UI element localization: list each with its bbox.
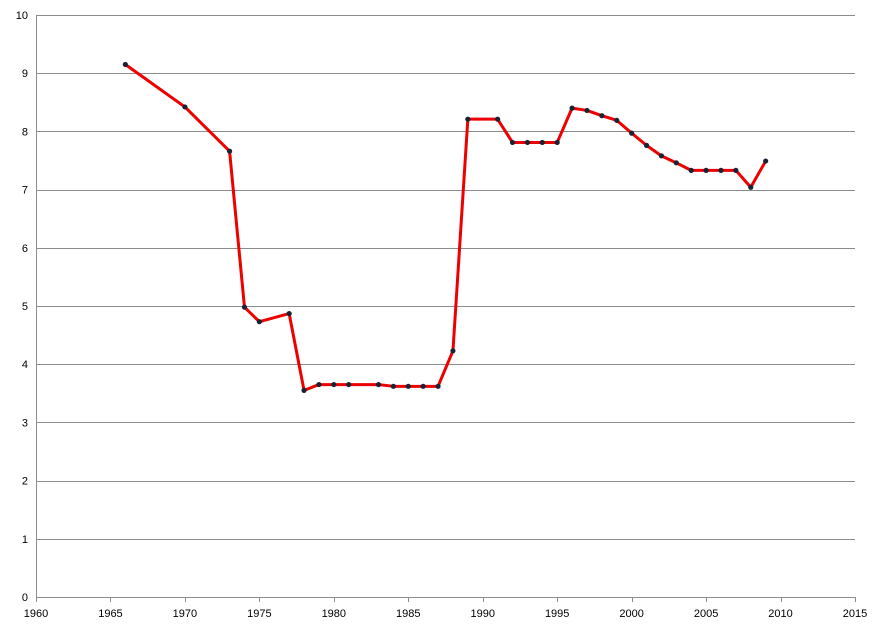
data-point	[688, 167, 694, 173]
x-tick-label: 2000	[619, 608, 643, 620]
x-tick-label: 1990	[470, 608, 494, 620]
x-tick-label: 1960	[24, 608, 48, 620]
axes	[36, 15, 856, 602]
data-point	[435, 383, 441, 389]
data-point	[405, 383, 411, 389]
data-point	[509, 139, 516, 146]
x-tick-label: 1980	[322, 608, 346, 620]
data-point	[703, 167, 709, 173]
data-point	[375, 381, 382, 388]
data-point	[465, 116, 471, 122]
y-tick-label: 7	[22, 185, 28, 197]
data-point	[599, 113, 605, 119]
x-tick-label: 1965	[98, 608, 122, 620]
data-point	[122, 61, 128, 68]
x-tick-label: 2005	[694, 608, 718, 620]
x-tick-label: 1975	[247, 608, 271, 620]
x-tick-label: 1985	[396, 608, 420, 620]
data-point	[658, 153, 665, 159]
data-point	[420, 383, 426, 389]
y-tick-label: 2	[22, 476, 28, 488]
y-tick-label: 9	[22, 68, 28, 80]
x-axis-tick-labels: 1960 1965 1970 1975 1980 1985 1990 1995 2000 2005…	[24, 608, 867, 620]
data-point	[241, 304, 248, 310]
y-tick-label: 3	[22, 417, 28, 429]
x-tick-label: 1995	[545, 608, 569, 620]
gridlines	[36, 15, 855, 540]
data-point	[554, 139, 560, 146]
data-point	[495, 116, 501, 122]
data-point	[301, 387, 307, 393]
data-point	[524, 139, 531, 146]
y-tick-label: 4	[22, 359, 28, 371]
data-point	[763, 158, 769, 164]
x-tick-label: 2015	[843, 608, 867, 620]
data-point	[346, 381, 352, 388]
y-tick-label: 8	[22, 126, 28, 138]
y-axis-tick-labels: 0 1 2 3 4 5 6 7 8 9 10	[16, 10, 28, 604]
data-point	[718, 167, 724, 173]
data-point	[256, 319, 262, 325]
data-point	[539, 139, 545, 146]
data-point	[629, 130, 635, 136]
data-series	[122, 61, 769, 393]
x-tick-label: 1970	[173, 608, 197, 620]
data-point	[316, 381, 322, 388]
data-point	[569, 105, 575, 111]
y-tick-label: 5	[22, 301, 28, 313]
data-point	[673, 160, 679, 166]
x-tick-label: 2010	[768, 608, 792, 620]
data-point	[450, 348, 456, 354]
y-tick-label: 10	[16, 10, 28, 22]
data-point	[226, 148, 233, 154]
data-point	[182, 104, 188, 110]
series-line	[123, 62, 768, 392]
data-point	[390, 383, 396, 389]
data-point	[584, 107, 590, 114]
y-tick-label: 0	[22, 592, 28, 604]
data-point	[748, 184, 754, 190]
y-tick-label: 1	[22, 534, 28, 546]
data-point	[733, 167, 739, 173]
data-point	[643, 142, 650, 148]
data-point	[331, 381, 337, 388]
y-tick-label: 6	[22, 243, 28, 255]
data-point	[286, 310, 292, 317]
data-point	[614, 117, 620, 123]
